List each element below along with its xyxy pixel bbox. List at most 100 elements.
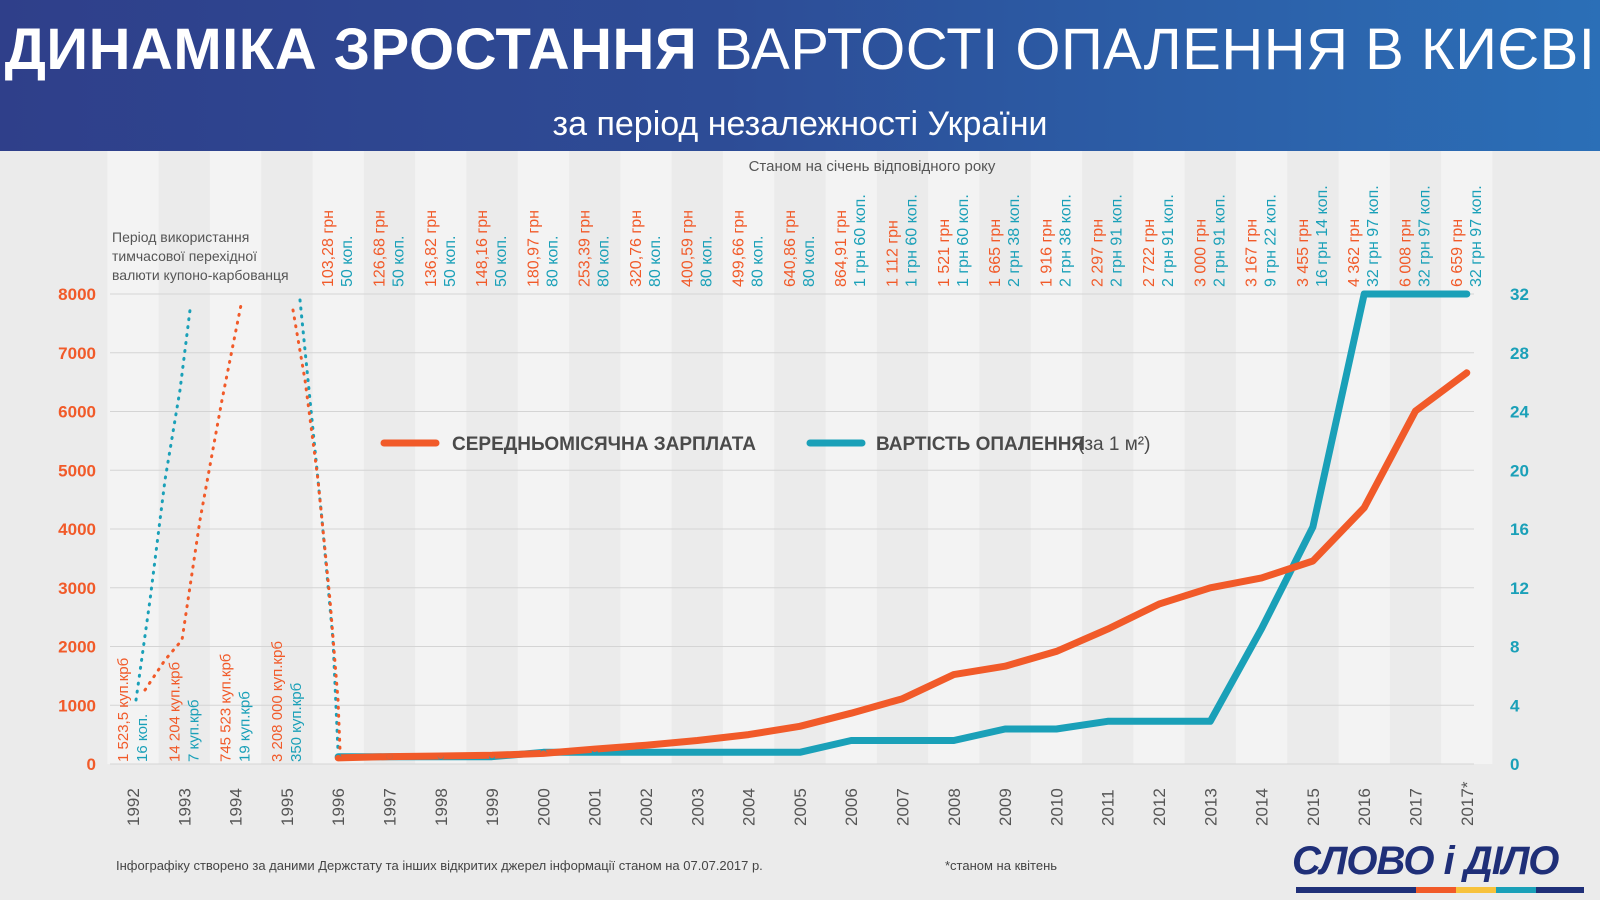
heating-point: [1463, 291, 1470, 297]
heating-coupon-label: 7 куп.крб: [185, 699, 202, 762]
y-left-tick-label: 2000: [58, 638, 96, 657]
salary-point: [489, 752, 496, 759]
salary-value-label: 1 916 грн: [1038, 219, 1055, 287]
salary-value-label: 103,28 грн: [320, 210, 337, 287]
salary-value-label: 136,82 грн: [423, 210, 440, 287]
salary-point: [386, 753, 393, 760]
heating-coupon-label: 350 куп.крб: [288, 683, 305, 762]
heating-value-label: 2 грн 91 коп.: [1109, 194, 1126, 287]
heating-value-label: 50 коп.: [493, 236, 510, 287]
x-tick-label: 2005: [791, 788, 810, 826]
column-band: [1030, 151, 1083, 764]
heating-value-label: 50 коп.: [442, 236, 459, 287]
heating-value-label: 2 грн 38 коп.: [1006, 194, 1023, 287]
heating-value-label: 1 грн 60 коп.: [904, 194, 921, 287]
column-band: [825, 151, 877, 764]
heating-value-label: 32 грн 97 коп.: [1417, 185, 1434, 287]
salary-value-label: 400,59 грн: [679, 210, 696, 287]
y-right-tick-label: 12: [1510, 579, 1529, 598]
salary-point: [1463, 369, 1470, 376]
x-tick-label: 2002: [637, 788, 656, 826]
heating-value-label: 1 грн 60 коп.: [852, 194, 869, 287]
salary-point: [1361, 504, 1368, 511]
x-tick-label: 2010: [1047, 788, 1066, 826]
heating-point: [643, 749, 649, 756]
heating-point: [1156, 718, 1162, 725]
y-left-tick-label: 5000: [58, 461, 96, 480]
slovo-i-dilo-logo: СЛОВО і ДІЛО: [1292, 839, 1559, 883]
salary-value-label: 148,16 грн: [474, 210, 491, 287]
salary-coupon-label: 745 523 куп.крб: [218, 654, 235, 762]
salary-value-label: 2 297 грн: [1090, 219, 1107, 287]
x-tick-label: 2000: [534, 788, 553, 826]
salary-value-label: 1 521 грн: [936, 219, 953, 287]
y-left-tick-label: 0: [87, 755, 96, 774]
heating-coupon-label: 19 куп.крб: [237, 691, 254, 762]
x-tick-label: 1997: [381, 788, 400, 826]
heating-value-label: 80 коп.: [750, 236, 767, 287]
heating-point: [848, 737, 855, 744]
salary-point: [899, 695, 906, 702]
legend-heating-unit: (за 1 м²): [1078, 434, 1150, 455]
salary-value-label: 253,39 грн: [577, 210, 594, 287]
logo-color-bar: [1296, 880, 1584, 893]
salary-point: [950, 671, 957, 678]
heating-value-label: 2 грн 91 коп.: [1211, 194, 1228, 287]
y-left-tick-label: 6000: [58, 403, 96, 422]
title-bold: ДИНАМІКА ЗРОСТАННЯ: [4, 17, 698, 82]
y-left-tick-label: 7000: [58, 344, 96, 363]
heating-point: [745, 749, 752, 756]
heating-value-label: 80 коп.: [698, 236, 715, 287]
coupon-note-line: валюти купоно-карбованця: [112, 267, 289, 283]
x-tick-label: 1996: [329, 788, 348, 826]
heating-value-label: 1 грн 60 коп.: [955, 194, 972, 287]
header-banner: ДИНАМІКА ЗРОСТАННЯ ВАРТОСТІ ОПАЛЕННЯ В К…: [0, 0, 1600, 151]
heating-point: [1309, 523, 1316, 530]
salary-point: [1156, 601, 1162, 608]
y-right-tick-label: 8: [1510, 638, 1519, 657]
heating-point: [1361, 291, 1368, 297]
heating-point: [899, 737, 906, 744]
x-tick-label: 2017*: [1458, 781, 1477, 826]
column-band: [620, 151, 672, 764]
x-tick-label: 2017: [1407, 788, 1426, 826]
salary-point: [745, 731, 752, 738]
heating-value-label: 80 коп.: [801, 236, 818, 287]
heating-point: [1053, 726, 1060, 733]
source-note: Інфографіку створено за даними Держстату…: [116, 858, 763, 873]
salary-value-label: 1 112 грн: [885, 220, 902, 287]
x-tick-label: 2008: [945, 788, 964, 826]
column-band: [1441, 151, 1493, 764]
column-band: [1133, 151, 1185, 764]
y-right-tick-label: 0: [1510, 755, 1519, 774]
heating-point: [1258, 625, 1265, 632]
column-band: [928, 151, 980, 764]
x-tick-label: 1992: [124, 788, 143, 826]
coupon-note-line: Період використання: [112, 229, 249, 245]
column-band: [517, 151, 570, 764]
salary-point: [1104, 626, 1111, 633]
salary-value-label: 1 665 грн: [987, 219, 1004, 287]
heating-value-label: 50 коп.: [391, 236, 408, 287]
salary-value-label: 864,91 грн: [833, 210, 850, 287]
y-right-tick-label: 24: [1510, 403, 1529, 422]
x-tick-label: 2006: [842, 788, 861, 826]
x-tick-label: 2011: [1099, 789, 1118, 826]
legend-salary-label: СЕРЕДНЬОМІСЯЧНА ЗАРПЛАТА: [452, 434, 756, 455]
column-band: [312, 151, 364, 764]
salary-point: [1207, 584, 1214, 591]
salary-value-label: 3 455 грн: [1295, 219, 1312, 287]
y-right-tick-label: 28: [1510, 344, 1529, 363]
legend-heating-label: ВАРТІСТЬ ОПАЛЕННЯ: [876, 434, 1085, 455]
salary-value-label: 3 167 грн: [1244, 219, 1261, 287]
salary-point: [591, 746, 598, 753]
salary-point: [1053, 648, 1060, 655]
heating-value-label: 2 грн 91 коп.: [1160, 194, 1177, 287]
salary-point: [643, 742, 649, 749]
y-left-tick-label: 3000: [58, 579, 96, 598]
heating-point: [796, 749, 803, 756]
salary-value-label: 499,66 грн: [731, 210, 748, 287]
y-right-tick-label: 20: [1510, 461, 1529, 480]
heating-point: [1104, 718, 1111, 725]
salary-point: [335, 754, 342, 761]
